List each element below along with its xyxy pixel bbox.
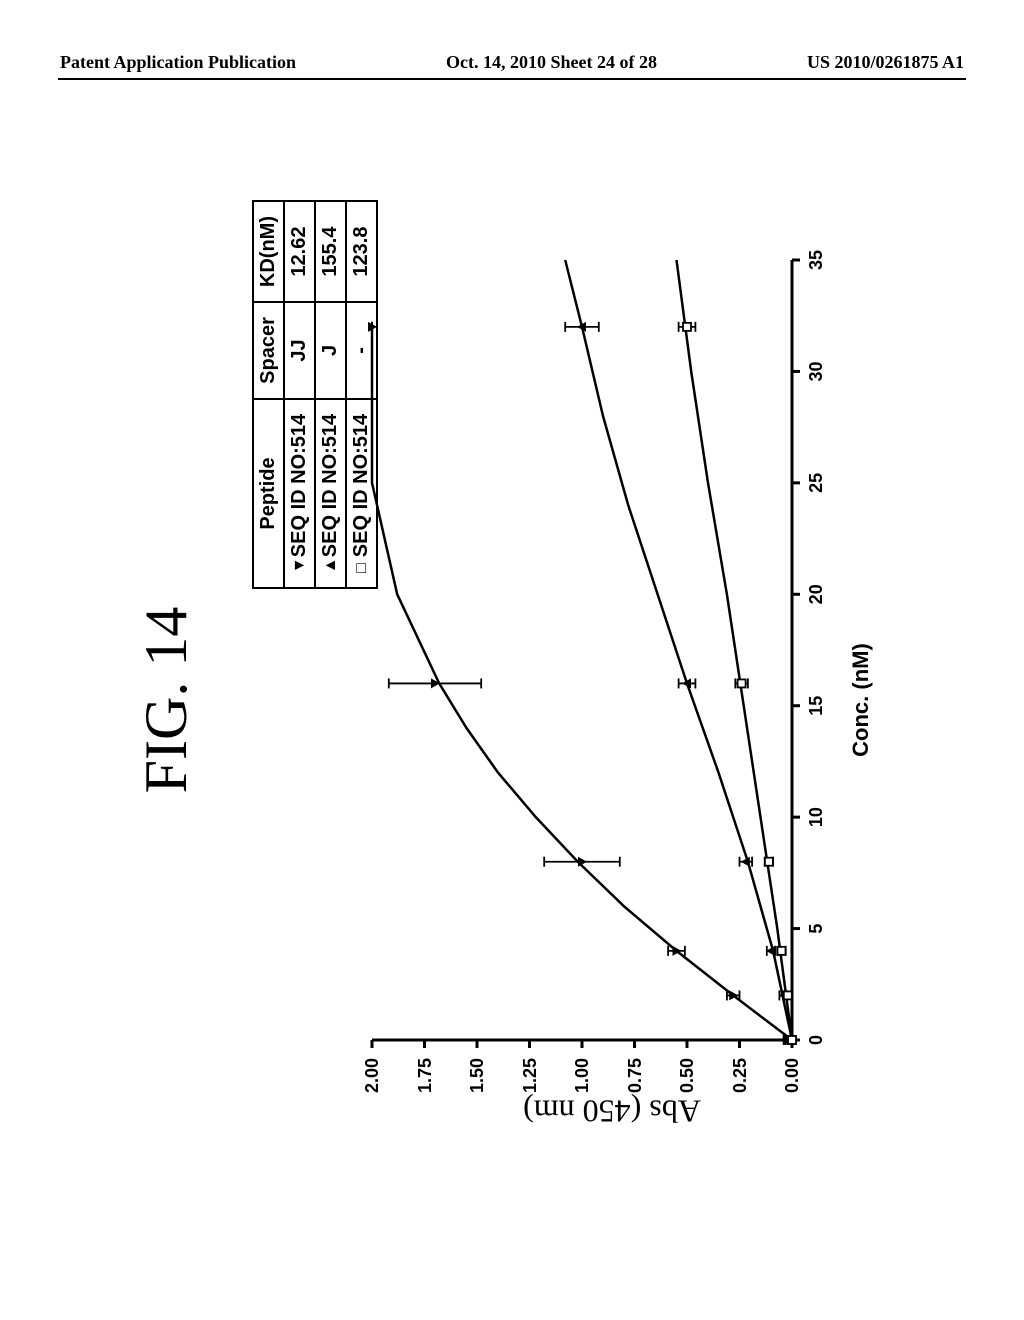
x-tick-label: 30	[806, 356, 827, 386]
header-left: Patent Application Publication	[60, 52, 296, 73]
legend-row: ▼SEQ ID NO:514JJ12.62	[284, 201, 315, 588]
y-tick-label: 2.00	[362, 1058, 383, 1108]
legend-marker-icon: ▼	[291, 563, 309, 573]
figure-title: FIG. 14	[132, 607, 201, 794]
header-rule	[58, 78, 966, 80]
x-tick-label: 35	[806, 245, 827, 275]
legend-col-peptide: Peptide	[253, 399, 284, 588]
legend-col-spacer: Spacer	[253, 302, 284, 399]
figure-rotated-container: FIG. 14 Peptide Spacer KD(nM) ▼SEQ ID NO…	[132, 160, 892, 1240]
y-tick-label: 0.75	[625, 1058, 646, 1108]
legend-col-kd: KD(nM)	[253, 201, 284, 302]
header-right: US 2010/0261875 A1	[807, 52, 964, 73]
y-tick-label: 1.75	[415, 1058, 436, 1108]
chart-svg	[362, 250, 802, 1050]
x-axis-label: Conc. (nM)	[848, 643, 874, 757]
legend-cell-peptide: ▲SEQ ID NO:514	[315, 399, 346, 588]
page: Patent Application Publication Oct. 14, …	[0, 0, 1024, 1320]
y-axis-label: Abs (450 nm)	[523, 1093, 701, 1130]
legend-table: Peptide Spacer KD(nM) ▼SEQ ID NO:514JJ12…	[252, 200, 378, 589]
x-tick-label: 15	[806, 691, 827, 721]
header-center: Oct. 14, 2010 Sheet 24 of 28	[446, 52, 657, 73]
y-tick-label: 1.00	[572, 1058, 593, 1108]
x-tick-label: 10	[806, 802, 827, 832]
x-tick-label: 5	[806, 914, 827, 944]
chart-area: Abs (450 nm) Conc. (nM) 0.000.250.500.75…	[362, 210, 862, 1190]
x-tick-label: 25	[806, 468, 827, 498]
legend-row: ▲SEQ ID NO:514J155.4	[315, 201, 346, 588]
y-tick-label: 0.25	[730, 1058, 751, 1108]
y-tick-label: 1.25	[520, 1058, 541, 1108]
legend-cell-spacer: J	[315, 302, 346, 399]
y-tick-label: 0.50	[677, 1058, 698, 1108]
y-tick-label: 1.50	[467, 1058, 488, 1108]
y-tick-label: 0.00	[782, 1058, 803, 1108]
x-tick-label: 0	[806, 1025, 827, 1055]
page-header: Patent Application Publication Oct. 14, …	[0, 52, 1024, 73]
legend-cell-peptide: ▼SEQ ID NO:514	[284, 399, 315, 588]
legend-header-row: Peptide Spacer KD(nM)	[253, 201, 284, 588]
legend-marker-icon: ▲	[322, 563, 340, 573]
legend-cell-spacer: JJ	[284, 302, 315, 399]
x-tick-label: 20	[806, 579, 827, 609]
legend-cell-kd: 12.62	[284, 201, 315, 302]
legend-cell-kd: 155.4	[315, 201, 346, 302]
